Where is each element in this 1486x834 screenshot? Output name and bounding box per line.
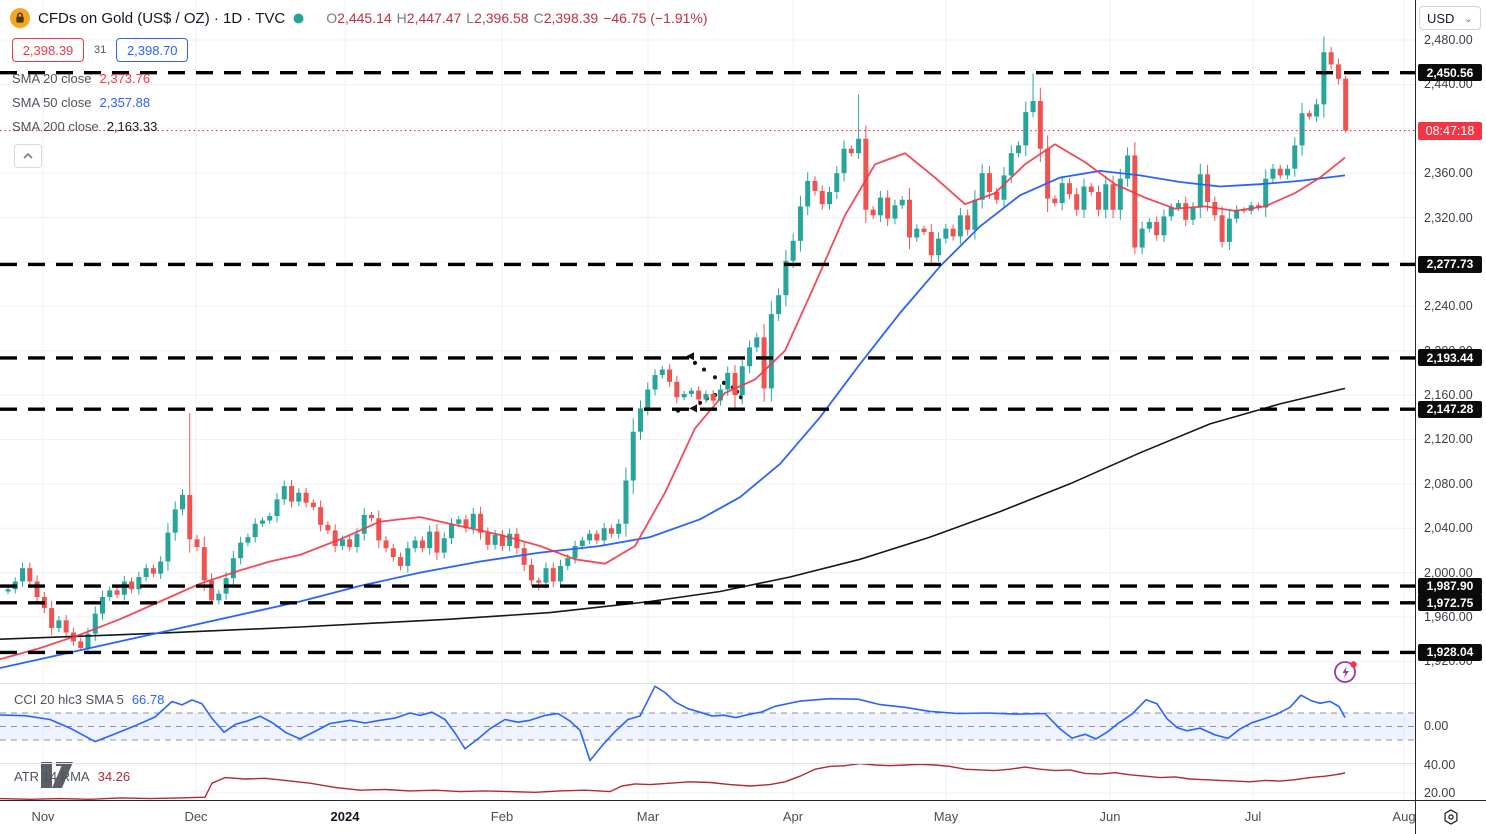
price-tick-label: 2,480.00 <box>1424 33 1473 47</box>
pane-separator[interactable] <box>0 763 1486 764</box>
chevron-down-icon: ⌄ <box>1463 12 1473 25</box>
level-price-badge: 1,928.04 <box>1418 643 1482 661</box>
price-tick-label: 2,320.00 <box>1424 210 1473 225</box>
buy-button[interactable]: 2,398.70 <box>116 38 189 62</box>
spread-value: 31 <box>94 44 107 56</box>
legend-row-sma20[interactable]: SMA 20 close 2,373.76 <box>12 70 151 86</box>
time-axis-label: Mar <box>636 809 660 824</box>
time-axis-label: May <box>933 809 959 824</box>
price-chart-canvas[interactable] <box>0 0 1415 800</box>
legend-row-atr[interactable]: ATR 14 RMA 34.26 <box>14 769 131 784</box>
instrument-logo-gold-icon <box>10 8 30 28</box>
gear-icon <box>1444 809 1458 825</box>
time-axis-border <box>0 800 1486 801</box>
price-axis-border <box>1415 0 1416 834</box>
price-tick-label: 1,960.00 <box>1424 609 1473 624</box>
sma20-value: 2,373.76 <box>99 70 151 86</box>
price-tick-label: 2,120.00 <box>1424 432 1473 447</box>
price-tick-label: 2,360.00 <box>1424 166 1473 181</box>
lightning-icon <box>1334 661 1357 683</box>
flash-events-button[interactable] <box>1332 658 1360 686</box>
ohlc-values: O2,445.14 H2,447.47 L2,396.58 C2,398.39 … <box>326 10 708 26</box>
time-axis-label: Jun <box>1099 809 1121 824</box>
time-axis-label: Nov <box>31 809 55 824</box>
change-value: −46.75 (−1.91%) <box>603 10 708 26</box>
price-tick-label: 2,080.00 <box>1424 476 1473 491</box>
level-price-badge: 2,277.73 <box>1418 255 1482 273</box>
time-axis-label: Apr <box>782 809 804 824</box>
legend-row-sma50[interactable]: SMA 50 close 2,357.88 <box>12 94 151 110</box>
bar-countdown-badge: 08:47:18 <box>1418 121 1482 140</box>
price-tick-label: 2,160.00 <box>1424 388 1473 403</box>
atr-value: 34.26 <box>97 769 131 784</box>
pane-tick-label: 40.00 <box>1424 758 1456 772</box>
symbol-title[interactable]: CFDs on Gold (US$ / OZ) · 1D · TVC <box>38 9 286 27</box>
chevron-up-icon <box>23 153 33 159</box>
axis-settings-button[interactable] <box>1442 808 1460 826</box>
sell-button[interactable]: 2,398.39 <box>12 38 84 62</box>
level-price-badge: 2,450.56 <box>1418 64 1482 82</box>
time-axis[interactable]: Nov Dec 2024 Feb Mar Apr May Jun Jul Aug <box>0 801 1486 834</box>
level-price-badge: 2,193.44 <box>1418 349 1482 367</box>
cci-value: 66.78 <box>131 692 165 707</box>
time-axis-label: 2024 <box>330 809 360 824</box>
tradingview-watermark-logo <box>38 754 80 799</box>
market-status-dot-icon[interactable] <box>293 13 304 24</box>
currency-selector-button[interactable]: USD ⌄ <box>1419 6 1481 30</box>
level-price-badge: 2,147.28 <box>1418 400 1482 418</box>
sma50-value: 2,357.88 <box>99 94 151 110</box>
time-axis-label: Jul <box>1244 809 1262 824</box>
pane-separator[interactable] <box>0 683 1486 684</box>
price-tick-label: 2,000.00 <box>1424 565 1473 580</box>
time-axis-label: Dec <box>184 809 208 824</box>
price-scale[interactable]: USD ⌄ 2,480.00 2,440.00 2,360.00 2,320.00 2,… <box>1416 0 1486 800</box>
pane-tick-label: 0.00 <box>1424 719 1449 733</box>
level-price-badge: 1,987.90 <box>1418 577 1482 595</box>
collapse-legend-button[interactable] <box>14 144 42 168</box>
sma200-value: 2,163.33 <box>106 118 158 134</box>
level-price-badge: 1,972.75 <box>1418 594 1482 612</box>
legend-row-cci[interactable]: CCI 20 hlc3 SMA 5 66.78 <box>14 692 165 707</box>
pane-tick-label: 20.00 <box>1424 786 1456 800</box>
price-tick-label: 2,040.00 <box>1424 521 1473 536</box>
time-axis-label: Feb <box>490 809 514 824</box>
price-tick-label: 2,240.00 <box>1424 299 1473 314</box>
time-axis-label: Aug <box>1392 809 1416 824</box>
legend-row-sma200[interactable]: SMA 200 close 2,163.33 <box>12 118 158 134</box>
